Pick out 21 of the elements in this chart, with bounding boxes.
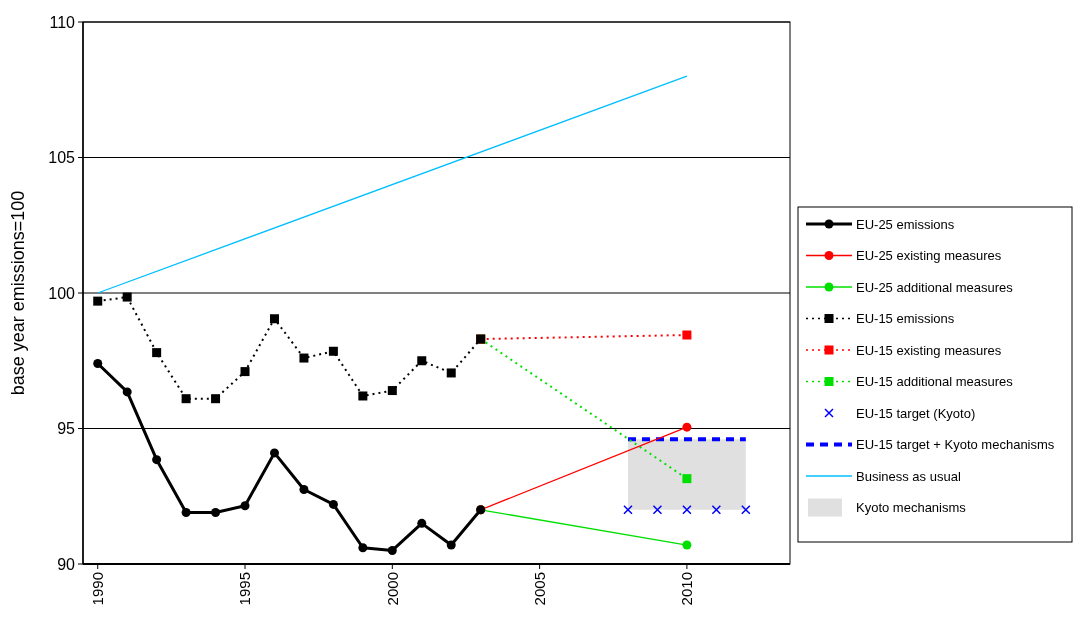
y-tick-label: 105	[48, 149, 76, 167]
legend-label: EU-25 emissions	[856, 216, 955, 232]
legend-label: EU-15 target + Kyoto mechanisms	[856, 437, 1055, 453]
x-tick-label: 2005	[530, 572, 548, 606]
legend-label: Kyoto mechanisms	[856, 500, 967, 516]
legend-label: EU-25 additional measures	[856, 279, 1014, 295]
legend-label: EU-15 additional measures	[856, 374, 1014, 390]
legend-label: EU-15 target (Kyoto)	[856, 405, 976, 421]
x-tick-label: 2010	[678, 572, 696, 606]
y-tick-label: 110	[49, 13, 76, 31]
legend-label: EU-15 emissions	[856, 311, 955, 327]
legend-label: EU-15 existing measures	[856, 342, 1002, 358]
y-tick-label: 100	[48, 284, 76, 302]
y-tick-label: 90	[57, 555, 76, 573]
x-tick-label: 1990	[88, 572, 106, 606]
y-axis-title: base year emissions=100	[8, 190, 28, 396]
legend-label: EU-25 existing measures	[856, 248, 1002, 264]
legend-label: Business as usual	[856, 468, 961, 484]
x-tick-label: 1995	[236, 572, 254, 606]
y-tick-label: 95	[57, 420, 76, 438]
x-tick-label: 2000	[383, 572, 401, 606]
